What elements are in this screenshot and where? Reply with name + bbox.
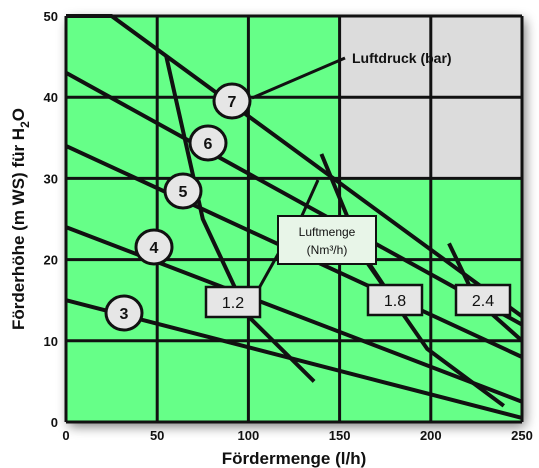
x-tick-label: 250 (511, 428, 533, 443)
pressure-marker-4 (134, 228, 174, 266)
air-marker-label: 1.2 (222, 295, 244, 312)
pressure-marker-label: 5 (179, 184, 188, 201)
x-tick-label: 50 (150, 428, 164, 443)
pressure-marker-label: 7 (228, 94, 237, 111)
y-tick-label: 10 (44, 334, 58, 349)
air-callout-pointer (368, 263, 386, 286)
pressure-marker-label: 4 (150, 240, 159, 257)
pressure-marker-label: 3 (120, 306, 129, 323)
pressure-marker-label: 6 (204, 136, 213, 153)
air-marker-label: 1.8 (384, 293, 406, 310)
air-marker-label: 2.4 (472, 293, 494, 310)
pressure-line-6 (65, 71, 523, 327)
y-tick-label: 0 (51, 415, 58, 430)
air-line-1-2 (164, 56, 316, 383)
pressure-callout-label: Luftdruck (bar) (352, 50, 452, 66)
air-callout-pointer (298, 179, 320, 221)
y-tick-label: 30 (44, 171, 58, 186)
air-marker-box-1-8 (366, 283, 424, 317)
pressure-line-7 (66, 14, 524, 319)
y-axis-title: Förderhöhe (m WS) für H2O (9, 108, 32, 330)
x-tick-label: 200 (420, 428, 442, 443)
air-marker-box-2-4 (454, 283, 512, 317)
y-tick-label: 20 (44, 253, 58, 268)
y-tick-label: 50 (44, 9, 58, 24)
air-marker-box-1-2 (204, 285, 262, 319)
x-tick-label: 100 (238, 428, 260, 443)
y-tick-label: 40 (44, 90, 58, 105)
x-tick-label: 0 (62, 428, 69, 443)
x-tick-label: 150 (329, 428, 351, 443)
pressure-marker-3 (104, 294, 144, 332)
air-callout-title: Luftmenge (299, 225, 356, 239)
air-callout-unit: (Nm³/h) (307, 243, 348, 257)
pressure-callout-pointer (251, 56, 346, 100)
air-callout-box (277, 215, 377, 265)
pressure-marker-6 (188, 124, 228, 162)
pressure-marker-7 (212, 82, 252, 120)
x-axis-title: Fördermenge (l/h) (222, 449, 367, 468)
pressure-marker-5 (163, 172, 203, 210)
